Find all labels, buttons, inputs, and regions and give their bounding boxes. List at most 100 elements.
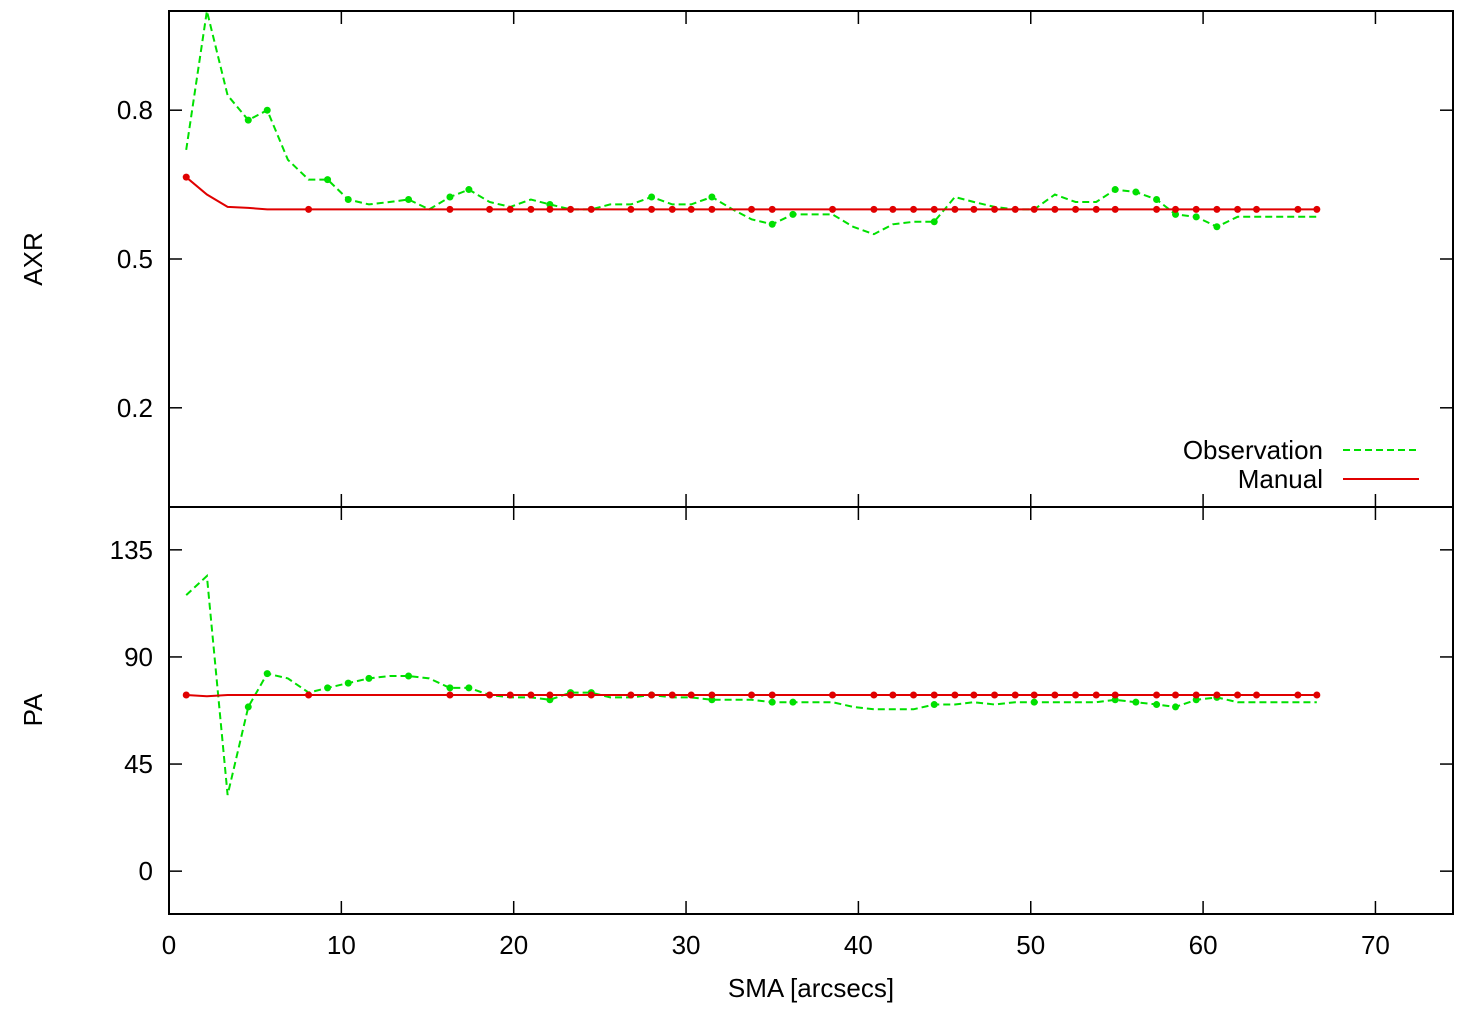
data-point-manual	[970, 205, 978, 213]
data-point-observation	[324, 176, 332, 184]
data-point-observation	[244, 116, 252, 124]
x-tick-label: 30	[672, 930, 701, 960]
data-point-observation	[446, 193, 454, 201]
data-point-observation	[405, 195, 413, 203]
data-point-manual	[1172, 691, 1180, 699]
data-point-observation	[789, 698, 797, 706]
data-point-observation	[1172, 703, 1180, 711]
data-point-manual	[587, 691, 595, 699]
data-point-manual	[668, 691, 676, 699]
data-point-manual	[870, 691, 878, 699]
legend-label-manual: Manual	[1238, 464, 1323, 494]
data-point-manual	[748, 205, 756, 213]
bottom-ylabel: PA	[18, 693, 48, 726]
data-point-manual	[768, 691, 776, 699]
data-point-observation	[244, 703, 252, 711]
data-point-observation	[1153, 701, 1161, 709]
data-point-manual	[486, 205, 494, 213]
data-point-manual	[1253, 205, 1261, 213]
data-point-manual	[587, 205, 595, 213]
data-point-manual	[546, 691, 554, 699]
panel-axr: 0.2 0.5 0.8	[117, 10, 1454, 508]
data-point-manual	[446, 205, 454, 213]
data-point-manual	[930, 691, 938, 699]
data-point-observation	[365, 674, 373, 682]
data-point-manual	[1030, 205, 1038, 213]
y-tick-label: 45	[124, 749, 153, 779]
data-point-manual	[829, 205, 837, 213]
data-point-observation	[344, 195, 352, 203]
data-point-manual	[1192, 691, 1200, 699]
data-point-manual	[1111, 205, 1119, 213]
x-tick-label: 0	[162, 930, 176, 960]
series-line-observation	[185, 573, 1317, 796]
data-point-manual	[1011, 205, 1019, 213]
data-point-manual	[506, 205, 514, 213]
data-point-manual	[1294, 205, 1302, 213]
data-point-manual	[1213, 205, 1221, 213]
y-tick-label: 0.5	[117, 244, 153, 274]
series-line-manual	[185, 176, 1317, 211]
series-line-observation	[185, 10, 1317, 236]
data-point-manual	[648, 691, 656, 699]
data-point-observation	[1192, 213, 1200, 221]
y-tick-label: 135	[110, 535, 153, 565]
data-point-manual	[829, 691, 837, 699]
data-point-observation	[768, 220, 776, 228]
data-point-manual	[1092, 205, 1100, 213]
data-point-manual	[1072, 691, 1080, 699]
data-point-observation	[1153, 195, 1161, 203]
data-point-manual	[1253, 691, 1261, 699]
data-point-manual	[182, 691, 190, 699]
data-point-manual	[1051, 205, 1059, 213]
data-point-observation	[1132, 698, 1140, 706]
data-point-observation	[768, 698, 776, 706]
data-point-manual	[305, 205, 313, 213]
data-point-manual	[1072, 205, 1080, 213]
data-point-manual	[486, 691, 494, 699]
data-point-manual	[870, 205, 878, 213]
data-point-manual	[1153, 691, 1161, 699]
data-point-manual	[970, 691, 978, 699]
data-point-manual	[687, 205, 695, 213]
data-point-manual	[991, 205, 999, 213]
data-point-manual	[1234, 205, 1242, 213]
data-point-observation	[1213, 223, 1221, 231]
data-point-manual	[1213, 691, 1221, 699]
data-point-manual	[546, 205, 554, 213]
data-point-manual	[991, 691, 999, 699]
data-point-manual	[506, 691, 514, 699]
data-point-manual	[1092, 691, 1100, 699]
y-tick-label: 0.8	[117, 95, 153, 125]
y-tick-label: 90	[124, 642, 153, 672]
data-point-manual	[1313, 205, 1321, 213]
data-point-manual	[1011, 691, 1019, 699]
data-point-manual	[527, 691, 535, 699]
data-point-observation	[405, 672, 413, 680]
data-point-manual	[910, 691, 918, 699]
data-point-manual	[1234, 691, 1242, 699]
data-point-observation	[1111, 186, 1119, 194]
data-point-manual	[910, 205, 918, 213]
data-point-manual	[708, 691, 716, 699]
data-point-manual	[1111, 691, 1119, 699]
data-point-manual	[889, 205, 897, 213]
data-point-manual	[1294, 691, 1302, 699]
data-point-observation	[344, 679, 352, 687]
data-point-manual	[567, 691, 575, 699]
data-point-observation	[324, 684, 332, 692]
data-point-manual	[527, 205, 535, 213]
data-point-manual	[768, 205, 776, 213]
data-point-manual	[708, 205, 716, 213]
x-tick-label: 70	[1361, 930, 1390, 960]
data-point-observation	[263, 106, 271, 114]
data-point-manual	[748, 691, 756, 699]
data-point-manual	[668, 205, 676, 213]
data-point-observation	[465, 186, 473, 194]
data-point-manual	[1192, 205, 1200, 213]
data-point-observation	[1030, 698, 1038, 706]
data-point-observation	[648, 193, 656, 201]
data-point-manual	[889, 691, 897, 699]
data-point-manual	[627, 691, 635, 699]
